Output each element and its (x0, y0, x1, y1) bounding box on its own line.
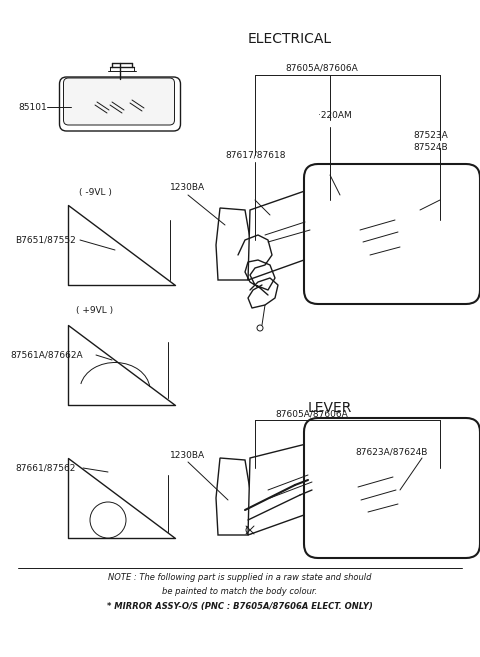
FancyBboxPatch shape (63, 78, 175, 125)
Text: NOTE : The following part is supplied in a raw state and should: NOTE : The following part is supplied in… (108, 574, 372, 583)
Text: 85101: 85101 (18, 102, 47, 112)
Text: 87561A/87662A: 87561A/87662A (10, 350, 83, 359)
Text: B7651/87552: B7651/87552 (15, 235, 76, 244)
Polygon shape (216, 458, 252, 535)
Text: 87661/87562: 87661/87562 (15, 463, 75, 472)
Text: 1230BA: 1230BA (170, 183, 205, 193)
Text: 87605A/87606A: 87605A/87606A (275, 409, 348, 419)
Circle shape (90, 502, 126, 538)
Text: 87617/87618: 87617/87618 (225, 150, 286, 160)
Text: ELECTRICAL: ELECTRICAL (248, 32, 332, 46)
Text: LEVER: LEVER (308, 401, 352, 415)
Text: * MIRROR ASSY-O/S (PNC : B7605A/87606A ELECT. ONLY): * MIRROR ASSY-O/S (PNC : B7605A/87606A E… (107, 602, 373, 612)
Polygon shape (216, 208, 252, 280)
Text: ( +9VL ): ( +9VL ) (76, 306, 114, 315)
Text: ·220AM: ·220AM (318, 110, 352, 120)
Text: 87623A/87624B: 87623A/87624B (355, 447, 427, 457)
Polygon shape (248, 440, 322, 535)
Polygon shape (68, 458, 175, 538)
Text: 1230BA: 1230BA (170, 451, 205, 459)
Polygon shape (68, 325, 175, 405)
Text: 87605A/87606A: 87605A/87606A (285, 64, 358, 72)
Text: 87523A: 87523A (413, 131, 448, 139)
FancyBboxPatch shape (304, 418, 480, 558)
FancyBboxPatch shape (60, 77, 180, 131)
Polygon shape (248, 185, 322, 280)
FancyBboxPatch shape (304, 164, 480, 304)
Text: 87524B: 87524B (413, 143, 448, 152)
Text: ( -9VL ): ( -9VL ) (79, 187, 111, 196)
Circle shape (257, 325, 263, 331)
Polygon shape (68, 205, 175, 285)
Text: be painted to match the body colour.: be painted to match the body colour. (162, 587, 318, 597)
Circle shape (246, 526, 254, 534)
